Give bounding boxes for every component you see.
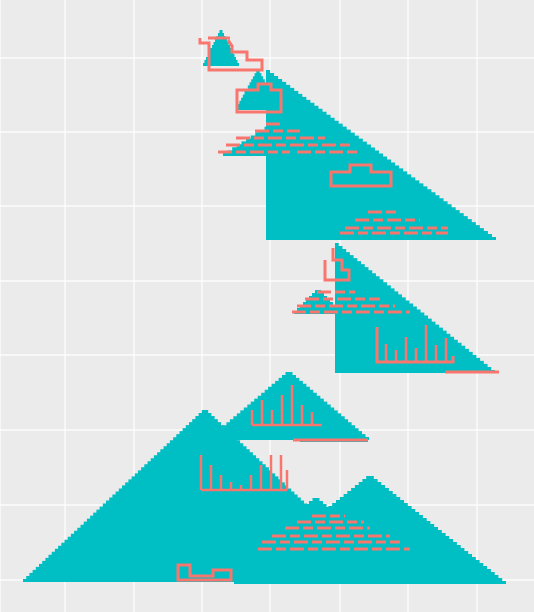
stepped-outline [198,38,264,72]
stepped-triangle [266,70,496,240]
stepped-triangle [203,30,239,66]
stepped-outline [384,325,448,362]
stepped-outline [235,82,283,114]
stepped-triangle [209,372,369,440]
stepped-outline [250,385,322,427]
stepped-triangle [381,188,405,198]
stepped-outline [176,563,233,582]
stepped-outline [329,163,393,188]
stepped-outline [323,248,351,282]
stepped-triangle [335,243,495,373]
stepped-triangle [326,150,386,186]
stepped-triangle [234,476,506,584]
stepped-triangle [294,290,342,314]
stepped-triangle [381,313,445,343]
stepped-outline [199,455,289,492]
